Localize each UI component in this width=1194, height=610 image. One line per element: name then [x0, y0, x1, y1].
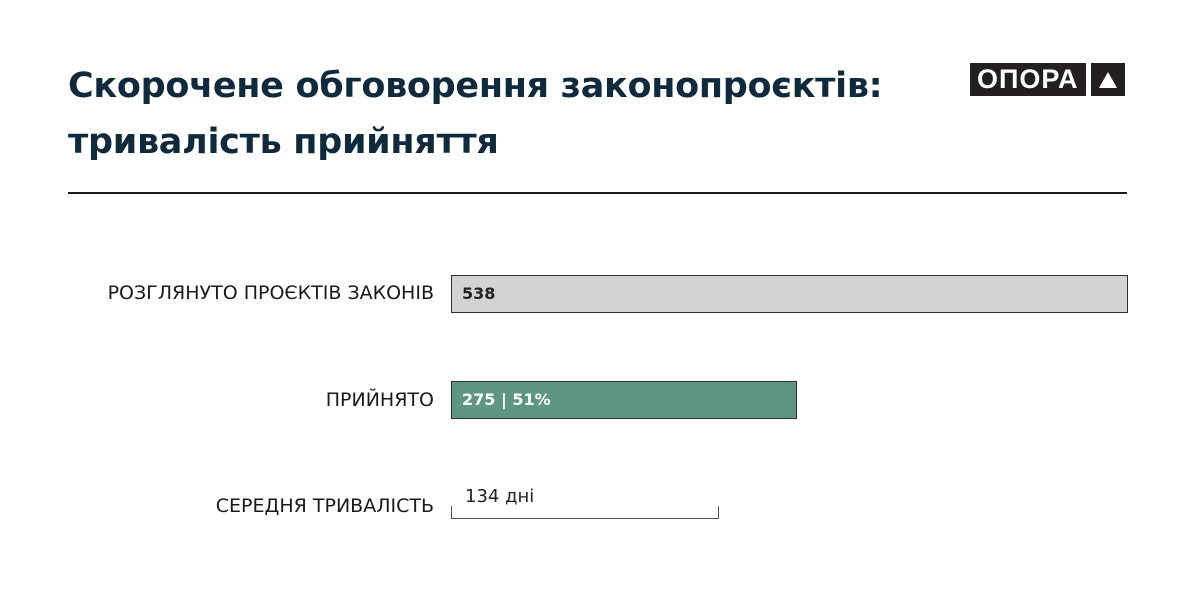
duration-bracket: [451, 506, 719, 519]
bar-adopted: 275 | 51%: [451, 381, 798, 419]
title-line-1: Скорочене обговорення законопроєктів:: [68, 66, 883, 106]
category-label-considered: РОЗГЛЯНУТО ПРОЄКТІВ ЗАКОНІВ: [107, 282, 434, 304]
divider: [68, 192, 1127, 194]
title-line-2: тривалість прийняття: [68, 122, 499, 162]
triangle-up-icon: [1090, 63, 1125, 96]
page-title: Скорочене обговорення законопроєктів: тр…: [68, 58, 883, 170]
duration-label: СЕРЕДНЯ ТРИВАЛІСТЬ: [215, 495, 434, 517]
duration-value: 134 дні: [465, 486, 535, 507]
data-label-adopted: 275 | 51%: [462, 390, 551, 409]
data-label-considered: 538: [462, 284, 496, 303]
bar-considered: 538: [451, 275, 1128, 313]
opora-logo: ОПОРА: [970, 63, 1125, 96]
category-label-adopted: ПРИЙНЯТО: [325, 389, 434, 411]
logo-text: ОПОРА: [970, 63, 1086, 96]
